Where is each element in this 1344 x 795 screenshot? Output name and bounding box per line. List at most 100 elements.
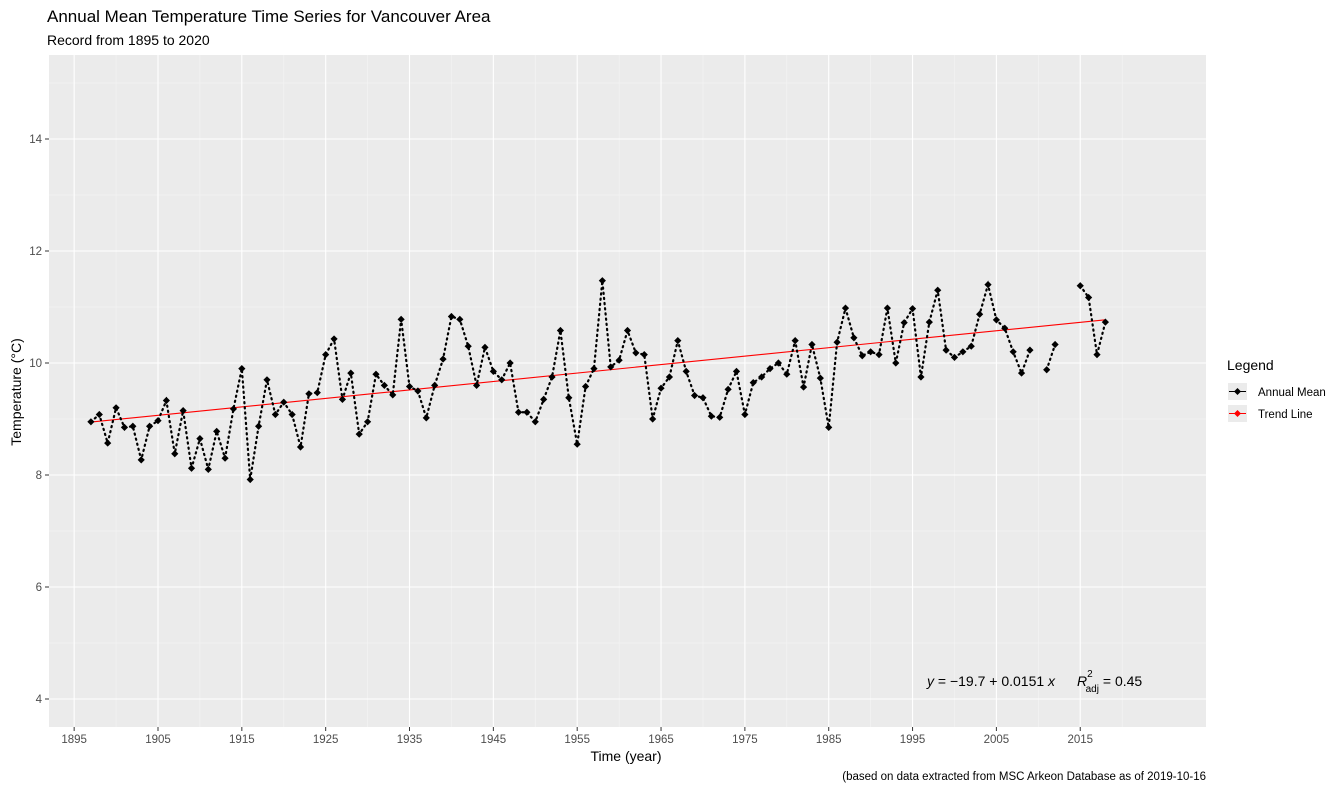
data-point xyxy=(229,405,238,413)
chart-title: Annual Mean Temperature Time Series for … xyxy=(47,7,491,26)
data-point xyxy=(313,389,321,397)
data-point xyxy=(246,475,254,484)
data-point xyxy=(867,348,875,356)
data-point xyxy=(179,407,187,415)
data-point xyxy=(833,338,841,346)
data-point xyxy=(976,310,984,318)
data-point xyxy=(514,408,523,416)
data-point xyxy=(791,337,799,345)
data-point xyxy=(129,422,137,430)
data-point xyxy=(296,443,305,451)
data-point xyxy=(699,394,707,402)
annual-mean-line xyxy=(1079,284,1107,355)
y-tick-label: 6 xyxy=(36,582,42,594)
data-point xyxy=(934,286,942,294)
data-point xyxy=(238,365,246,373)
data-point xyxy=(472,381,481,389)
y-axis: 4 6 8 10 12 14 xyxy=(29,134,49,706)
x-tick-label: 1915 xyxy=(229,734,255,746)
data-point xyxy=(196,435,204,443)
data-point xyxy=(858,352,866,360)
data-point xyxy=(146,422,154,430)
data-point xyxy=(338,395,347,403)
x-tick-label: 1975 xyxy=(732,734,758,746)
legend-title: Legend xyxy=(1227,357,1274,373)
data-point xyxy=(766,365,774,373)
x-tick-label: 1945 xyxy=(481,734,507,746)
trend-line xyxy=(90,319,1106,423)
data-point xyxy=(489,367,497,375)
data-point xyxy=(816,374,824,382)
data-point xyxy=(808,340,816,349)
regression-annotation: y = −19.7 + 0.0151 x R2 adj = 0.45 xyxy=(926,669,1142,695)
data-point xyxy=(674,337,682,345)
data-point xyxy=(1043,366,1051,374)
data-point xyxy=(581,382,590,391)
data-point xyxy=(506,359,514,367)
data-point xyxy=(204,465,212,473)
legend: Legend Annual Mean Trend Line xyxy=(1227,357,1326,422)
data-point xyxy=(573,440,581,448)
data-point xyxy=(799,383,808,391)
data-point xyxy=(632,349,640,357)
data-point xyxy=(850,334,858,342)
data-point xyxy=(380,381,388,389)
data-point xyxy=(682,367,690,375)
chart-subtitle: Record from 1895 to 2020 xyxy=(47,32,210,48)
y-axis-title: Temperature (°C) xyxy=(8,338,24,446)
data-point xyxy=(917,373,925,381)
plot-panel xyxy=(49,55,1206,727)
x-tick-label: 1895 xyxy=(61,734,87,746)
data-point xyxy=(640,351,648,359)
data-point xyxy=(431,381,439,389)
data-point xyxy=(984,281,992,289)
data-point xyxy=(657,384,665,392)
data-point xyxy=(950,353,959,361)
data-point xyxy=(1001,324,1009,332)
data-point xyxy=(607,363,615,371)
annual-mean-layer xyxy=(87,277,1109,484)
grid-major xyxy=(49,55,1206,727)
data-point xyxy=(330,335,338,343)
data-point xyxy=(389,391,397,399)
trend-line-layer xyxy=(90,319,1106,423)
data-point xyxy=(841,304,850,312)
data-point xyxy=(280,398,288,406)
data-point xyxy=(187,464,196,472)
legend-label-trend-line: Trend Line xyxy=(1258,409,1313,421)
data-point xyxy=(724,385,732,393)
x-axis: 1895 1905 1915 1925 1935 1945 1955 1965 1975 1985… xyxy=(61,727,1093,746)
data-point xyxy=(967,342,975,350)
data-point xyxy=(347,369,355,377)
data-point xyxy=(255,422,263,430)
data-point xyxy=(414,387,422,395)
data-point xyxy=(120,423,129,431)
data-point xyxy=(707,412,715,420)
x-tick-label: 1995 xyxy=(900,734,926,746)
data-point xyxy=(741,410,749,419)
data-point xyxy=(1009,348,1017,356)
data-point xyxy=(355,430,363,438)
data-point xyxy=(900,319,908,327)
data-point xyxy=(498,376,506,384)
annual-mean-line xyxy=(89,280,1032,480)
data-point xyxy=(623,326,632,335)
data-point xyxy=(690,391,699,400)
data-point xyxy=(590,365,598,373)
x-tick-label: 1985 xyxy=(816,734,842,746)
data-point xyxy=(758,373,766,381)
data-point xyxy=(1026,346,1034,354)
data-point xyxy=(649,415,657,423)
data-point xyxy=(942,346,950,354)
data-point xyxy=(1051,340,1059,349)
legend-key-diamond xyxy=(1234,388,1241,395)
y-tick-label: 10 xyxy=(29,358,42,370)
chart-caption: (based on data extracted from MSC Arkeon… xyxy=(842,771,1206,783)
data-point xyxy=(322,351,330,359)
data-point xyxy=(1093,351,1101,359)
data-point xyxy=(405,382,414,391)
data-point xyxy=(883,304,892,312)
data-point xyxy=(665,373,674,381)
data-point xyxy=(908,305,917,313)
